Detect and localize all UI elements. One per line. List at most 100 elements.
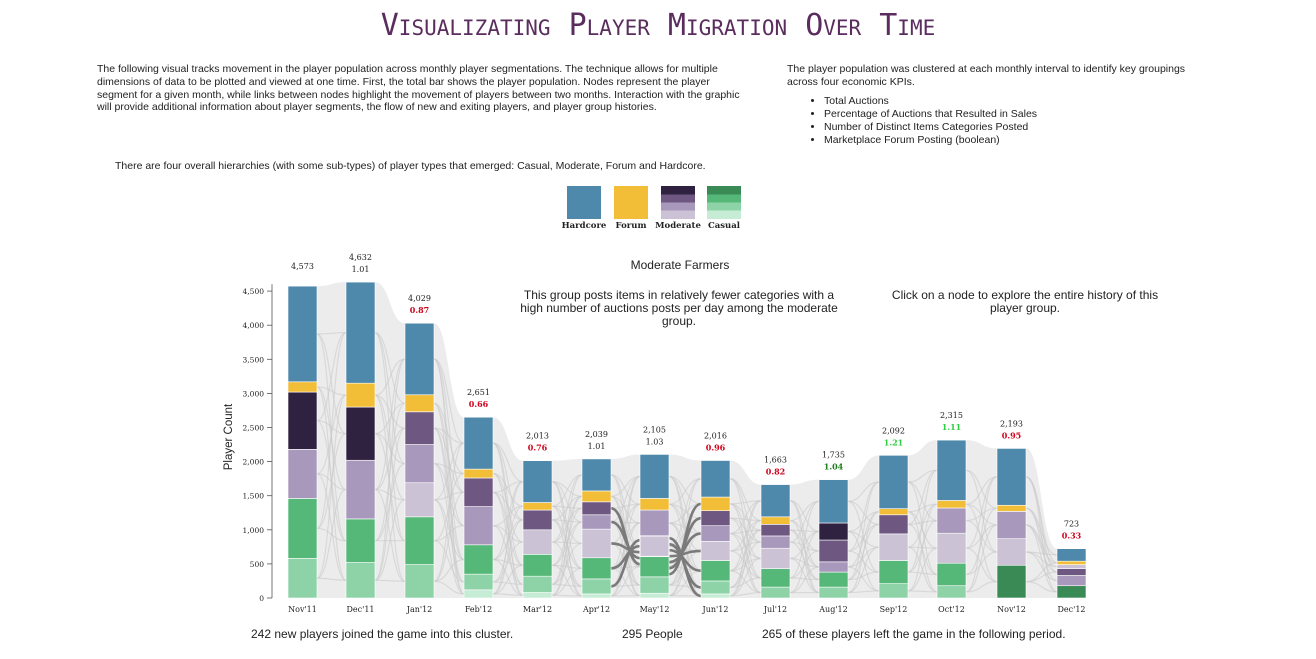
flow-link	[374, 394, 406, 582]
legend-label-hardcore: Hardcore	[561, 221, 607, 231]
bar-segment	[700, 510, 731, 527]
flow-link	[374, 332, 406, 404]
flow-link	[1025, 476, 1058, 593]
bar-segment	[463, 573, 494, 591]
flow-link	[1025, 476, 1058, 564]
flow-link	[492, 472, 524, 585]
flow-link	[492, 442, 524, 483]
bar-segment	[345, 518, 376, 563]
ratio-label: 1.04	[824, 462, 844, 472]
flow-link	[907, 469, 938, 573]
legend-label-moderate: Moderate	[655, 221, 701, 231]
bar-segment	[1056, 575, 1087, 587]
ratio-label: 0.82	[766, 467, 785, 477]
bar-segment	[818, 561, 849, 573]
bar-segment	[878, 560, 909, 584]
bar-segment	[522, 575, 553, 593]
ratio-label: 0.76	[528, 443, 548, 453]
flow-link	[433, 358, 465, 493]
flow-link	[965, 547, 998, 583]
bar-segment	[463, 468, 494, 479]
flow-link	[433, 402, 465, 475]
flow-link	[668, 475, 702, 572]
bar-segment	[700, 541, 731, 561]
bar-segment	[1056, 564, 1087, 569]
flow-link	[551, 564, 583, 569]
bar-segment	[345, 406, 376, 461]
flow-link	[433, 402, 465, 583]
flow-link	[374, 579, 406, 582]
highlight-link	[610, 544, 641, 570]
flow-link	[492, 525, 524, 543]
bar-segment	[818, 571, 849, 588]
flow-link	[316, 386, 347, 396]
total-label: 4,573	[291, 262, 314, 271]
flow-link	[374, 463, 406, 542]
bar-segment	[345, 459, 376, 520]
flow-link	[847, 500, 880, 525]
flow-link	[789, 500, 820, 579]
bar-segment	[581, 557, 612, 580]
flow-link	[433, 580, 465, 595]
flow-link	[847, 500, 880, 573]
bar-segment	[463, 506, 494, 546]
bar-segment	[463, 477, 494, 507]
group-name: Moderate Farmers	[630, 258, 730, 272]
x-tick-label: May'12	[640, 605, 670, 614]
flow-link	[374, 394, 406, 501]
bar-segment	[700, 460, 731, 498]
flow-link	[433, 427, 465, 595]
bar-segment	[878, 508, 909, 516]
flow-link	[316, 420, 347, 435]
bar-segment	[463, 416, 494, 470]
x-tick-label: Jul'12	[763, 605, 787, 614]
flow-link	[492, 558, 524, 566]
bar-segment	[581, 458, 612, 492]
total-label: 2,105	[643, 425, 666, 434]
bar-segment	[639, 592, 670, 599]
bar-segment	[700, 560, 731, 582]
bar-segment	[996, 511, 1027, 539]
highlight-link	[610, 507, 641, 566]
flow-link	[789, 500, 820, 568]
flow-link	[492, 525, 524, 585]
flow-link	[316, 577, 347, 581]
ratio-label: 1.11	[942, 422, 961, 432]
flow-link	[610, 474, 641, 547]
flow-link	[551, 583, 583, 588]
highlight-link	[668, 532, 702, 564]
kpi-item: Total Auctions	[824, 95, 1037, 108]
x-tick-label: Dec'11	[346, 605, 374, 614]
page-title: Visualizating Player Migration Over Time	[380, 8, 936, 43]
total-label: 1,735	[822, 451, 845, 460]
bar-segment	[700, 525, 731, 542]
legend-swatch-moderate	[661, 186, 695, 219]
bar-segment	[581, 514, 612, 530]
flow-link	[492, 481, 524, 493]
x-tick-label: Jan'12	[406, 605, 433, 614]
bar-segment	[878, 533, 909, 561]
flow-link	[729, 517, 762, 522]
x-tick-label: Oct'12	[938, 605, 965, 614]
hint-text: Click on a node to explore the entire hi…	[891, 288, 1159, 315]
flow-link	[789, 500, 820, 594]
x-tick-label: Sep'12	[880, 605, 908, 614]
bar-segment	[1056, 568, 1087, 576]
bar-segment	[1056, 548, 1087, 562]
flow-link	[610, 475, 641, 497]
flow-links	[316, 282, 1058, 598]
flow-link	[729, 500, 762, 505]
bar-segment	[463, 589, 494, 599]
bar-segment	[404, 516, 435, 565]
y-tick-label: 1,500	[243, 492, 265, 501]
bar-segment	[404, 411, 435, 445]
flow-link	[374, 332, 406, 465]
bar-segment	[760, 524, 791, 537]
flow-link	[374, 402, 406, 435]
flow-link	[965, 469, 998, 509]
highlight-link	[668, 502, 702, 576]
flow-link	[907, 519, 938, 525]
intro-right: The player population was clustered at e…	[787, 63, 1186, 88]
kpi-list: Total Auctions Percentage of Auctions th…	[810, 95, 1037, 147]
bar-segment	[639, 576, 670, 594]
